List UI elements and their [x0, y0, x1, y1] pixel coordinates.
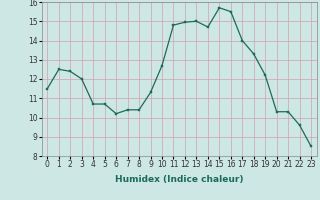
X-axis label: Humidex (Indice chaleur): Humidex (Indice chaleur): [115, 175, 244, 184]
